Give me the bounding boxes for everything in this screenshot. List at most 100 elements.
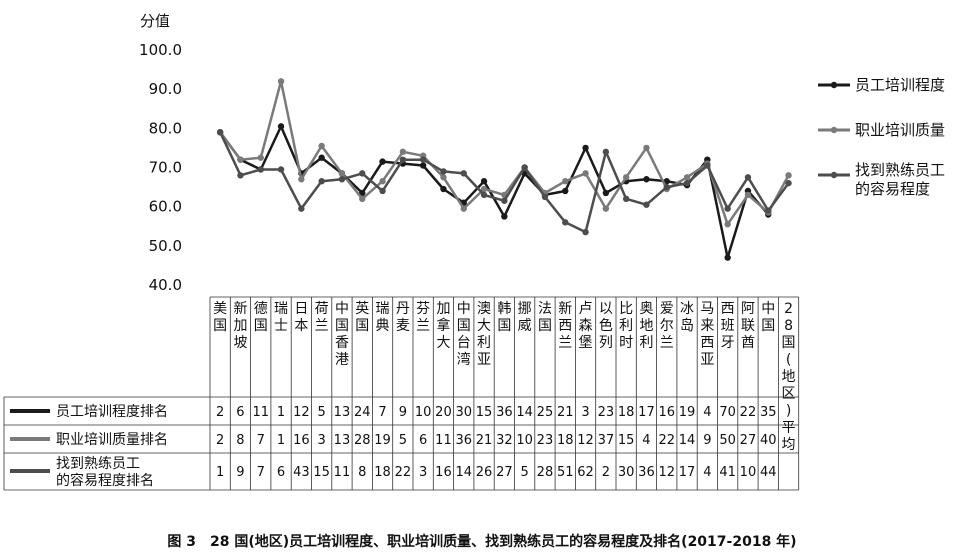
rank-cell: 15 [476, 405, 493, 420]
rank-cell: 13 [334, 405, 351, 420]
legend-label: 职业培训质量 [855, 121, 945, 139]
rank-cell: 28 [354, 433, 371, 448]
rank-cell: 8 [236, 433, 244, 448]
rank-cell: 4 [703, 465, 711, 480]
data-point [582, 170, 589, 177]
table-grid [3, 296, 800, 491]
data-point [318, 154, 325, 161]
category-labels: 美国新加坡德国瑞士日本荷兰中国香港英国瑞典丹麦芬兰加拿大中国台湾澳大利亚韩国挪威… [213, 300, 795, 453]
rank-cell: 26 [476, 465, 493, 480]
data-point [399, 156, 407, 163]
data-point [643, 176, 650, 183]
y-tick-label: 80.0 [149, 119, 182, 137]
rank-cell: 22 [740, 405, 757, 420]
data-point [602, 148, 610, 156]
rank-cell: 3 [581, 405, 589, 420]
data-point [338, 170, 346, 177]
legend-label: 找到熟练员工的容易程度 [855, 161, 945, 198]
category-label: 中国台湾 [457, 301, 471, 368]
rank-cell: 21 [476, 433, 493, 448]
data-point [277, 123, 285, 130]
rank-cell: 36 [455, 433, 472, 448]
data-point [683, 179, 691, 187]
rank-cell: 36 [638, 465, 655, 480]
data-point [785, 179, 792, 187]
rank-cell: 9 [399, 405, 407, 420]
rank-cell: 30 [618, 465, 635, 480]
data-point [338, 176, 346, 183]
rank-cell: 24 [354, 405, 371, 420]
figure-caption: 图 3 28 国(地区)员工培训程度、职业培训质量、找到熟练员工的容易程度及排名… [167, 533, 796, 550]
data-point [379, 178, 386, 185]
data-point [359, 189, 366, 197]
rank-cell: 41 [719, 465, 736, 480]
rank-cell: 14 [679, 433, 696, 448]
category-label: 中国香港 [335, 301, 349, 368]
rank-cell: 10 [740, 465, 757, 480]
data-point [724, 205, 731, 212]
data-point [298, 205, 305, 212]
series-lines [216, 78, 792, 261]
category-label: 以色列 [599, 301, 613, 351]
y-tick-label: 50.0 [149, 237, 182, 255]
rank-cell: 11 [252, 405, 269, 420]
data-point [257, 154, 264, 161]
rank-cell: 22 [658, 433, 675, 448]
rank-cell: 28 [537, 465, 554, 480]
data-point [602, 205, 610, 212]
legend-marker [830, 171, 838, 179]
rank-row-label: 员工培训程度排名 [56, 404, 168, 420]
category-label: 荷兰 [315, 301, 329, 334]
rank-cell: 40 [760, 433, 777, 448]
category-label: 德国 [254, 301, 268, 334]
rank-cell: 5 [521, 465, 529, 480]
data-point [602, 189, 610, 197]
data-point [744, 174, 752, 181]
y-tick-label: 40.0 [149, 276, 182, 294]
rank-cell: 7 [257, 465, 265, 480]
data-point [622, 195, 630, 203]
category-label: 新西兰 [558, 301, 572, 351]
category-label: 英国 [355, 300, 369, 334]
data-point [501, 197, 508, 204]
rank-cell: 7 [378, 405, 386, 420]
data-point [257, 166, 264, 173]
rank-cell: 62 [577, 465, 594, 480]
rank-cell: 12 [293, 405, 310, 420]
data-point [440, 185, 447, 193]
rank-cell: 3 [419, 465, 427, 480]
category-label: 冰岛 [680, 301, 694, 334]
rank-cell: 15 [618, 433, 635, 448]
data-point [318, 178, 325, 185]
rank-cell: 8 [358, 465, 366, 480]
rank-cell: 11 [334, 465, 351, 480]
rank-cell: 13 [334, 433, 351, 448]
category-label: 丹麦 [396, 301, 410, 334]
rank-cell: 1 [277, 405, 285, 420]
data-point [237, 172, 244, 179]
data-point [237, 156, 244, 163]
category-label: 挪威 [518, 301, 532, 334]
data-point [460, 205, 467, 212]
category-label: 日本 [294, 301, 308, 334]
rank-cell: 12 [658, 465, 675, 480]
rank-cell: 10 [415, 405, 432, 420]
rank-cell: 32 [496, 433, 513, 448]
category-label: 美国 [213, 301, 227, 334]
data-point [562, 219, 569, 226]
category-label: 比利时 [619, 301, 633, 351]
data-point [683, 174, 691, 181]
legend-label: 员工培训程度 [855, 76, 945, 94]
rank-cell: 19 [374, 433, 391, 448]
data-point [724, 254, 731, 261]
rank-cell: 44 [760, 465, 777, 480]
rank-row-label: 职业培训质量排名 [56, 432, 168, 448]
category-label: 瑞典 [376, 301, 390, 334]
data-point [480, 178, 488, 185]
rank-cell: 43 [293, 465, 310, 480]
data-point [399, 148, 407, 156]
data-point [724, 221, 731, 228]
rank-cell: 23 [537, 433, 554, 448]
category-label: 阿联酋 [741, 301, 755, 351]
